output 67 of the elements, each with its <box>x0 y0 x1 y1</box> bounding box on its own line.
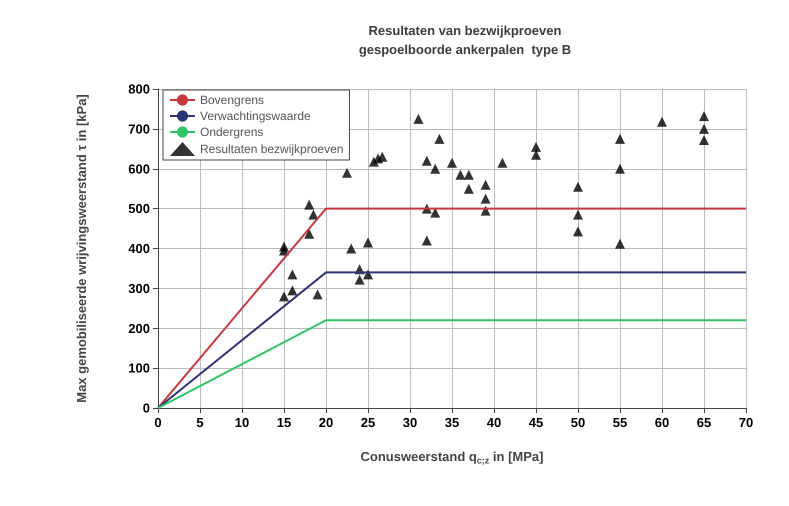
point <box>455 170 466 180</box>
legend-label: Resultaten bezwijkproeven <box>200 142 344 156</box>
point <box>287 269 298 280</box>
legend-label: Bovengrens <box>200 93 264 107</box>
point <box>304 228 314 239</box>
x-tick-label: 30 <box>402 415 418 430</box>
y-tick-label: 0 <box>142 400 150 416</box>
point <box>377 152 388 162</box>
point <box>480 194 491 204</box>
y-tick-label: 800 <box>128 82 150 96</box>
x-tick-label: 0 <box>154 415 162 430</box>
x-tick-label: 55 <box>612 415 628 430</box>
x-tick-label: 60 <box>654 415 670 430</box>
point <box>342 168 352 178</box>
point <box>464 184 474 194</box>
x-tick-label: 65 <box>696 415 712 430</box>
x-tick-label: 20 <box>318 415 334 430</box>
point <box>430 164 440 174</box>
point <box>573 226 583 236</box>
point <box>531 150 541 160</box>
point <box>657 116 667 127</box>
point <box>422 236 432 246</box>
y-tick-label: 500 <box>128 201 150 216</box>
point <box>573 182 583 192</box>
point <box>480 180 491 190</box>
point <box>413 114 424 124</box>
y-tick-label: 200 <box>128 320 150 336</box>
y-tick-label: 300 <box>128 280 150 296</box>
point <box>699 135 709 146</box>
point <box>430 208 440 218</box>
point <box>279 245 289 256</box>
point <box>573 210 583 220</box>
x-tick-label: 15 <box>276 415 292 430</box>
point <box>346 244 356 254</box>
point <box>699 124 709 134</box>
point <box>699 111 709 122</box>
y-tick-label: 400 <box>128 241 150 256</box>
x-tick-label: 35 <box>444 415 460 430</box>
y-tick-label: 700 <box>128 121 150 136</box>
point <box>464 170 474 180</box>
point <box>615 134 625 144</box>
x-tick-label: 5 <box>196 415 204 430</box>
point <box>354 274 365 285</box>
y-tick-label: 600 <box>128 161 150 176</box>
chart-title: Resultaten van bezwijkproeven gespoelboorde ankerpalen type B <box>358 23 572 57</box>
y-tick-label: 100 <box>128 360 150 376</box>
point <box>422 156 432 166</box>
point <box>447 158 457 168</box>
x-tick-label: 40 <box>486 415 502 430</box>
point <box>497 158 508 168</box>
point <box>434 134 444 144</box>
point <box>287 285 298 296</box>
x-tick-label: 25 <box>360 415 376 430</box>
legend-label: Ondergrens <box>200 125 264 139</box>
x-tick-label: 10 <box>234 415 250 430</box>
x-tick-label: 50 <box>570 415 586 430</box>
point <box>615 238 625 249</box>
point <box>363 238 373 248</box>
point <box>304 200 314 210</box>
point <box>615 164 625 174</box>
point <box>312 289 323 300</box>
point <box>531 142 541 152</box>
legend-label: Verwachtingswaarde <box>200 109 312 123</box>
y-axis-title: Max gemobiliseerde wrijvingsweerstand τ in [kPa] <box>74 94 89 403</box>
x-tick-label: 70 <box>738 415 754 430</box>
x-tick-label: 45 <box>528 415 544 430</box>
point <box>279 291 289 302</box>
